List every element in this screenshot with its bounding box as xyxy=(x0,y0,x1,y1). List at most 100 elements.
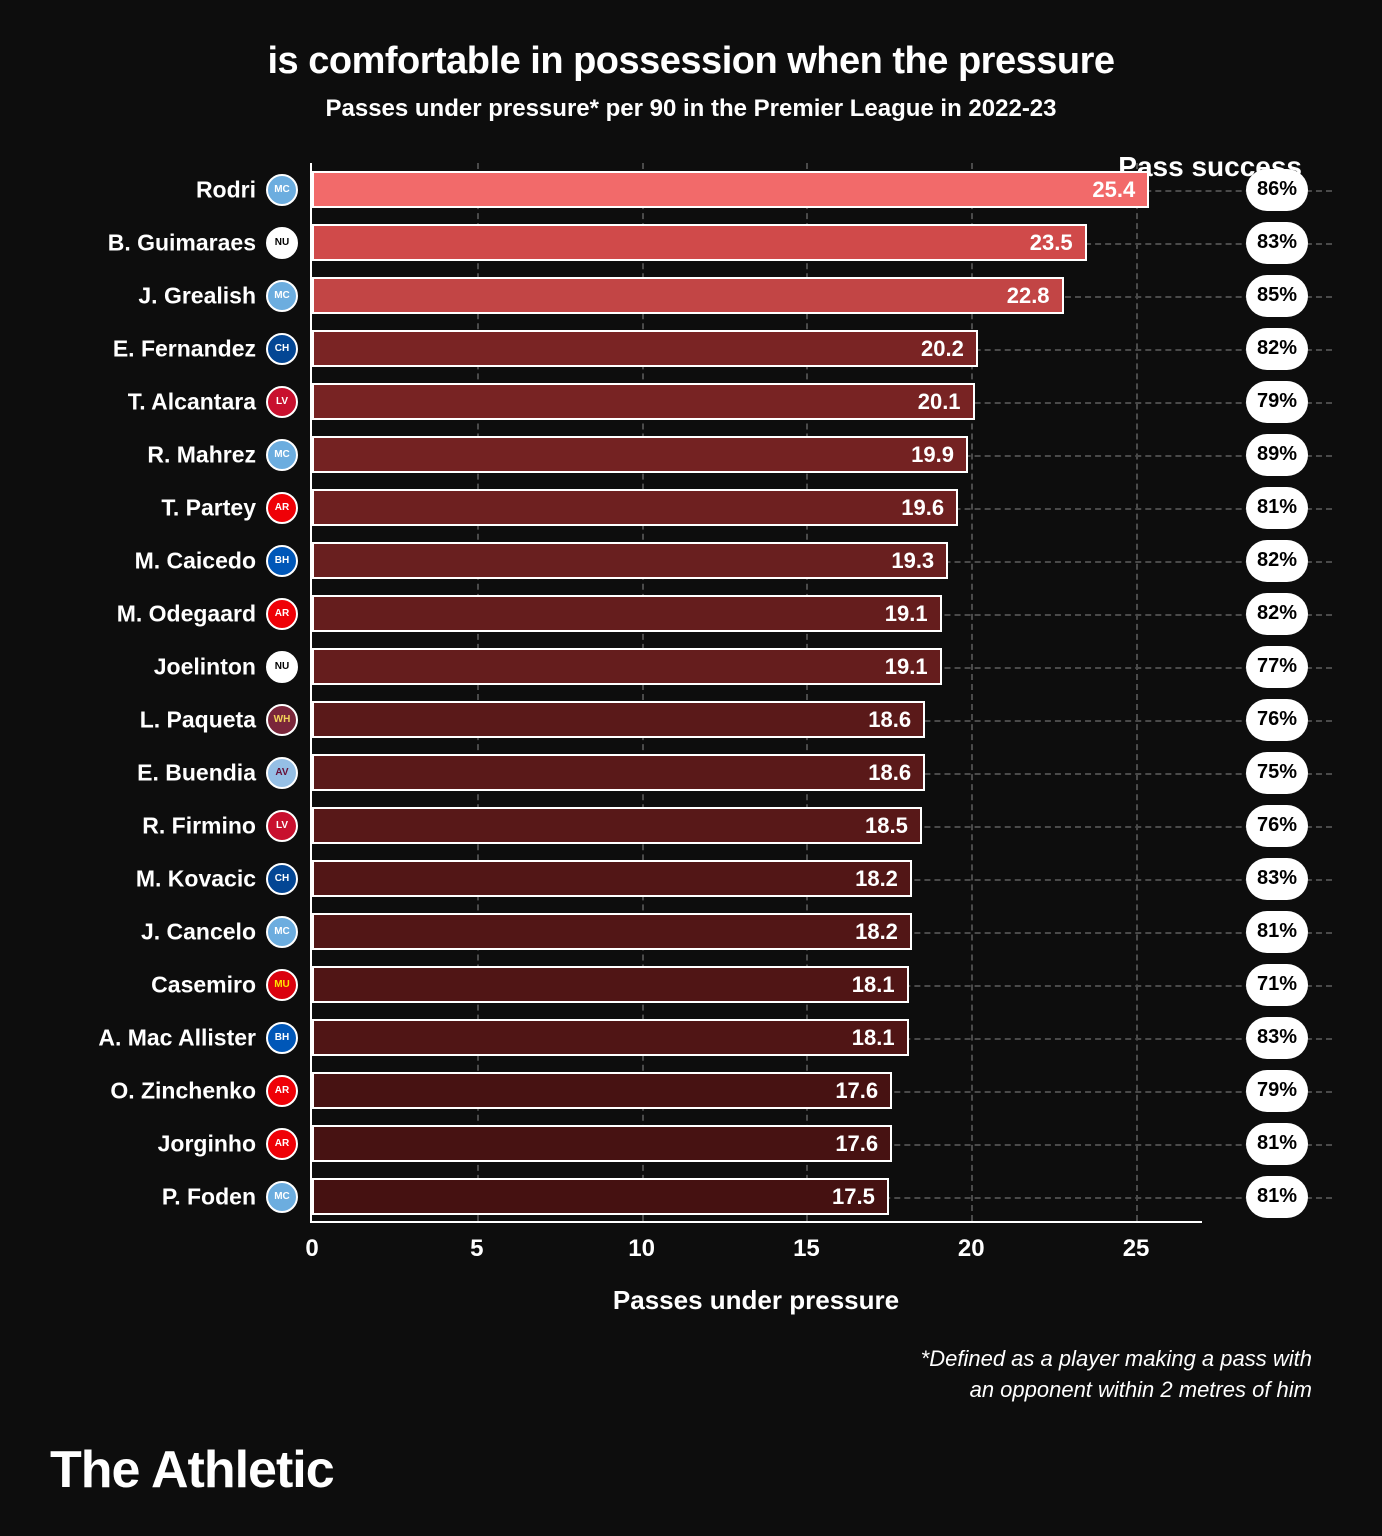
player-name: E. Fernandez xyxy=(113,335,256,362)
bar: 19.1 xyxy=(312,648,942,685)
player-row: JorginhoAR17.681% xyxy=(312,1117,1202,1170)
player-row: T. ParteyAR19.681% xyxy=(312,481,1202,534)
player-name: Rodri xyxy=(196,176,256,203)
player-name: A. Mac Allister xyxy=(98,1024,256,1051)
club-badge-icon: AR xyxy=(266,1075,298,1107)
player-row: T. AlcantaraLV20.179% xyxy=(312,375,1202,428)
player-row: A. Mac AllisterBH18.183% xyxy=(312,1011,1202,1064)
bar: 18.1 xyxy=(312,1019,909,1056)
chart-title: is comfortable in possession when the pr… xyxy=(50,40,1332,83)
pass-success-pill: 77% xyxy=(1246,646,1308,688)
club-badge-icon: MC xyxy=(266,1181,298,1213)
player-row: J. GrealishMC22.885% xyxy=(312,269,1202,322)
player-row: R. FirminoLV18.576% xyxy=(312,799,1202,852)
pass-success-pill: 83% xyxy=(1246,222,1308,264)
bar: 18.6 xyxy=(312,754,925,791)
club-badge-icon: CH xyxy=(266,863,298,895)
x-tick: 15 xyxy=(793,1235,820,1263)
bar: 17.6 xyxy=(312,1072,892,1109)
bar: 18.6 xyxy=(312,701,925,738)
pass-success-pill: 81% xyxy=(1246,911,1308,953)
player-name: R. Firmino xyxy=(142,812,256,839)
footnote-line-1: *Defined as a player making a pass with xyxy=(921,1346,1312,1371)
player-name: P. Foden xyxy=(162,1183,256,1210)
player-name: B. Guimaraes xyxy=(108,229,256,256)
bar: 20.2 xyxy=(312,330,978,367)
bar: 20.1 xyxy=(312,383,975,420)
player-name: T. Partey xyxy=(161,494,256,521)
player-name: T. Alcantara xyxy=(128,388,256,415)
bar: 25.4 xyxy=(312,171,1149,208)
brand-logo: The Athletic xyxy=(50,1440,334,1500)
club-badge-icon: AR xyxy=(266,492,298,524)
pass-success-pill: 81% xyxy=(1246,487,1308,529)
player-row: L. PaquetaWH18.676% xyxy=(312,693,1202,746)
player-row: P. FodenMC17.581% xyxy=(312,1170,1202,1223)
pass-success-pill: 86% xyxy=(1246,169,1308,211)
bar-value: 18.2 xyxy=(855,866,898,892)
pass-success-pill: 81% xyxy=(1246,1176,1308,1218)
bar: 19.6 xyxy=(312,489,958,526)
player-name: Casemiro xyxy=(151,971,256,998)
pass-success-pill: 81% xyxy=(1246,1123,1308,1165)
player-name: L. Paqueta xyxy=(140,706,256,733)
bar-value: 19.3 xyxy=(891,548,934,574)
club-badge-icon: BH xyxy=(266,1022,298,1054)
player-row: JoelintonNU19.177% xyxy=(312,640,1202,693)
bar: 17.5 xyxy=(312,1178,889,1215)
club-badge-icon: NU xyxy=(266,227,298,259)
player-name: J. Cancelo xyxy=(141,918,256,945)
club-badge-icon: MC xyxy=(266,174,298,206)
player-name: M. Odegaard xyxy=(117,600,256,627)
pass-success-pill: 89% xyxy=(1246,434,1308,476)
bar: 22.8 xyxy=(312,277,1064,314)
player-name: M. Caicedo xyxy=(135,547,256,574)
bar-value: 17.5 xyxy=(832,1184,875,1210)
bar-value: 17.6 xyxy=(835,1078,878,1104)
bar: 17.6 xyxy=(312,1125,892,1162)
bar: 19.1 xyxy=(312,595,942,632)
player-row: M. CaicedoBH19.382% xyxy=(312,534,1202,587)
club-badge-icon: MC xyxy=(266,439,298,471)
player-row: E. BuendiaAV18.675% xyxy=(312,746,1202,799)
x-tick: 10 xyxy=(628,1235,655,1263)
bar-value: 17.6 xyxy=(835,1131,878,1157)
player-row: M. KovacicCH18.283% xyxy=(312,852,1202,905)
plot-area: 0510152025RodriMC25.486%B. GuimaraesNU23… xyxy=(310,163,1202,1223)
pass-success-pill: 83% xyxy=(1246,1017,1308,1059)
player-name: J. Grealish xyxy=(138,282,256,309)
player-name: M. Kovacic xyxy=(136,865,256,892)
pass-success-pill: 75% xyxy=(1246,752,1308,794)
bar: 18.1 xyxy=(312,966,909,1003)
bar-value: 18.5 xyxy=(865,813,908,839)
bar-value: 23.5 xyxy=(1030,230,1073,256)
pass-success-pill: 71% xyxy=(1246,964,1308,1006)
player-row: O. ZinchenkoAR17.679% xyxy=(312,1064,1202,1117)
pass-success-pill: 76% xyxy=(1246,699,1308,741)
bar: 19.3 xyxy=(312,542,948,579)
player-row: RodriMC25.486% xyxy=(312,163,1202,216)
pass-success-pill: 79% xyxy=(1246,1070,1308,1112)
player-name: E. Buendia xyxy=(137,759,256,786)
bar-value: 20.2 xyxy=(921,336,964,362)
bar-value: 19.1 xyxy=(885,601,928,627)
club-badge-icon: MC xyxy=(266,280,298,312)
bar: 19.9 xyxy=(312,436,968,473)
pass-success-pill: 76% xyxy=(1246,805,1308,847)
x-tick: 25 xyxy=(1123,1235,1150,1263)
x-tick: 5 xyxy=(470,1235,483,1263)
bar: 18.2 xyxy=(312,860,912,897)
bar: 23.5 xyxy=(312,224,1087,261)
player-name: Joelinton xyxy=(154,653,256,680)
player-name: R. Mahrez xyxy=(147,441,256,468)
club-badge-icon: BH xyxy=(266,545,298,577)
club-badge-icon: AR xyxy=(266,598,298,630)
bar-value: 18.6 xyxy=(868,760,911,786)
player-row: B. GuimaraesNU23.583% xyxy=(312,216,1202,269)
bar-value: 18.1 xyxy=(852,972,895,998)
x-tick: 0 xyxy=(305,1235,318,1263)
bar-value: 19.9 xyxy=(911,442,954,468)
club-badge-icon: LV xyxy=(266,810,298,842)
bar-value: 18.2 xyxy=(855,919,898,945)
footnote: *Defined as a player making a pass with … xyxy=(50,1344,1332,1406)
